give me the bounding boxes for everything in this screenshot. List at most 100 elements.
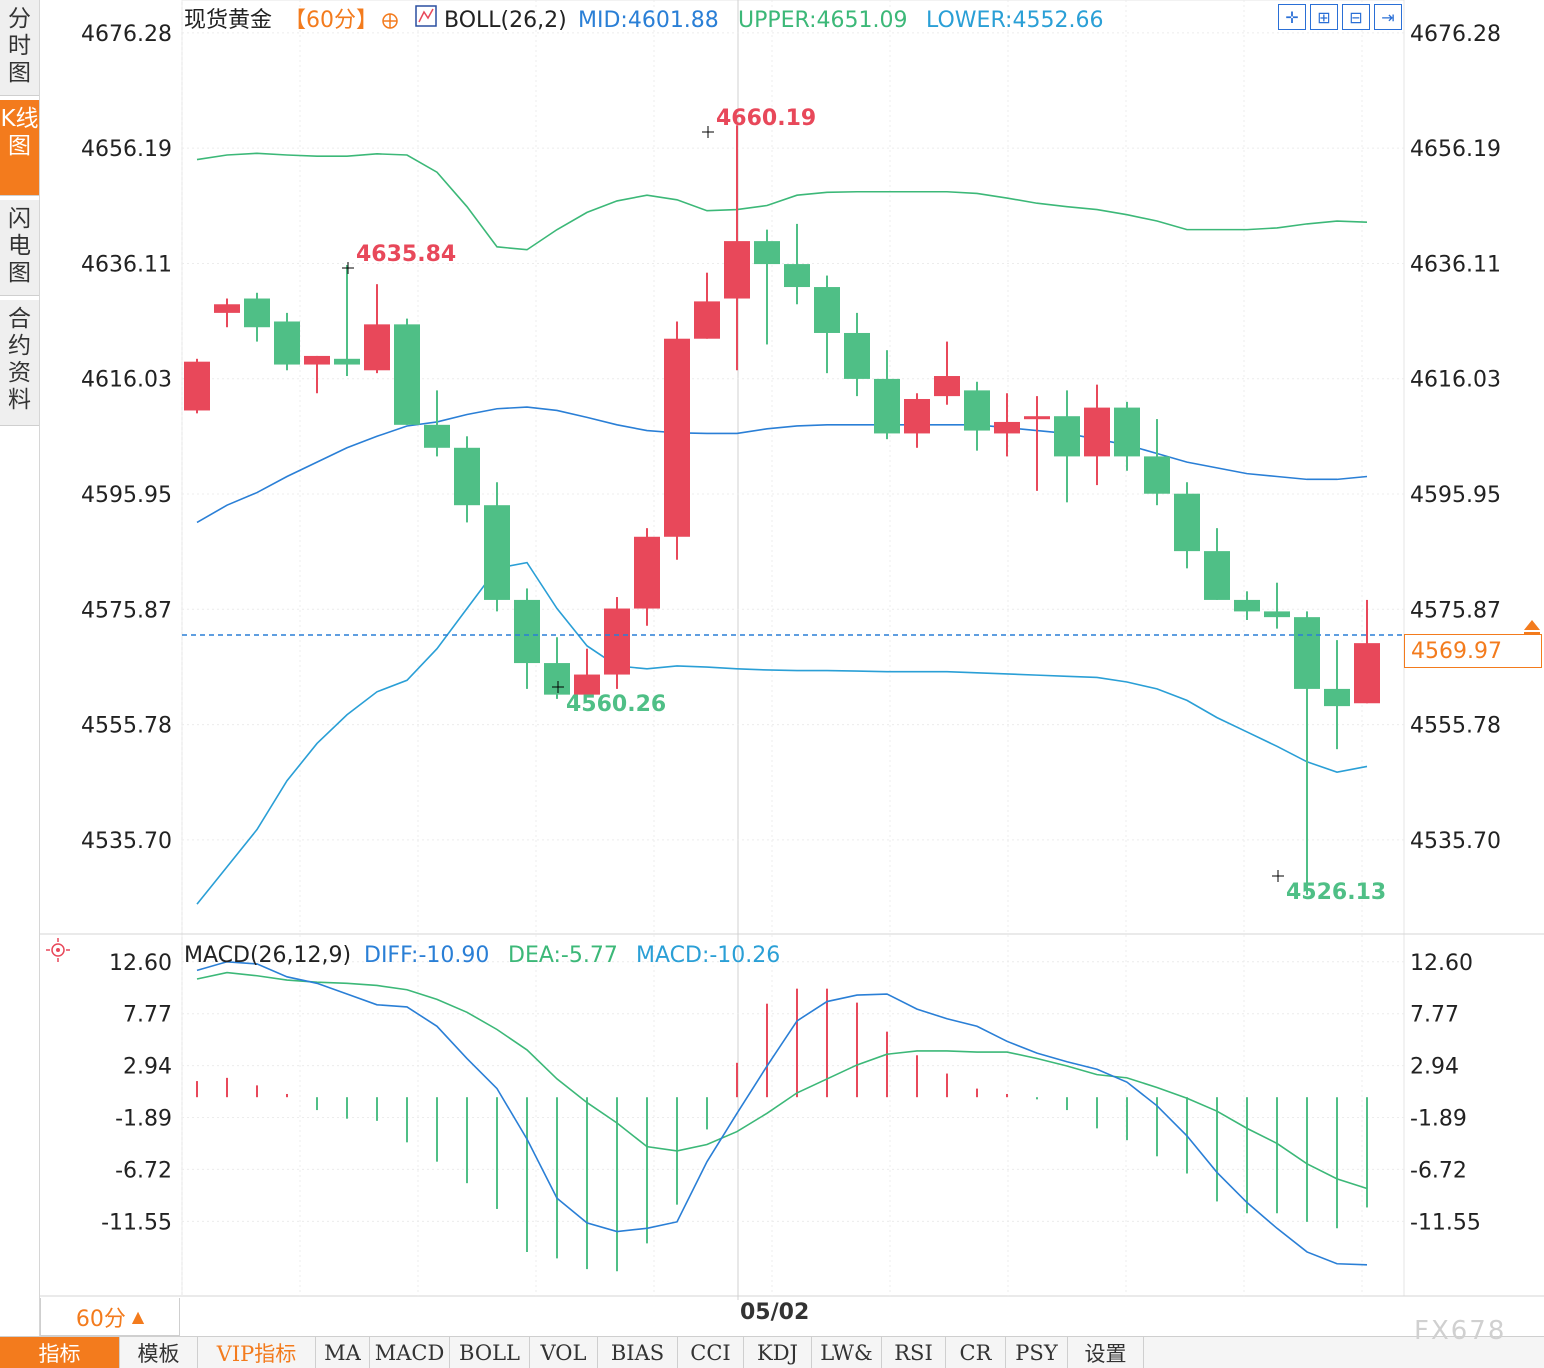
candle[interactable] <box>1324 640 1350 750</box>
indicator-chart-icon[interactable] <box>415 5 437 27</box>
candle[interactable] <box>964 381 990 451</box>
candle[interactable] <box>844 312 870 397</box>
candle[interactable] <box>394 318 420 425</box>
tab-cr[interactable]: CR <box>946 1337 1006 1368</box>
candle-body <box>1264 611 1290 618</box>
candle-body <box>1054 416 1080 457</box>
candle[interactable] <box>1054 390 1080 503</box>
price-tick-right: 4555.78 <box>1410 714 1501 739</box>
price-tick-right: 4676.28 <box>1410 22 1501 47</box>
candle[interactable] <box>1264 582 1290 629</box>
macd-tick-right: 7.77 <box>1410 1003 1459 1028</box>
indicator-tab-bar: 指标 模板 VIP指标 MA MACD BOLL VOL BIAS CCI KD… <box>0 1336 1544 1368</box>
tab-flash-chart[interactable]: 闪电图 <box>0 200 39 296</box>
candle-body <box>1204 551 1230 600</box>
candle-body <box>184 361 210 411</box>
macd-dea-value: DEA:-5.77 <box>508 943 618 968</box>
candle[interactable] <box>1144 419 1170 506</box>
macd-tick-left: -1.89 <box>115 1107 172 1132</box>
candle[interactable] <box>544 637 570 699</box>
candle[interactable] <box>1234 591 1260 621</box>
zoom-in-icon[interactable]: ⊞ <box>1310 4 1338 30</box>
period-selector[interactable]: 60分 ▲ <box>40 1298 180 1336</box>
candle-body <box>664 338 690 537</box>
candle[interactable] <box>334 264 360 377</box>
macd-tick-left: -6.72 <box>115 1158 172 1183</box>
low-label-2: 4526.13 <box>1286 880 1386 905</box>
candle[interactable] <box>484 482 510 612</box>
high-marker-2 <box>702 126 714 138</box>
tab-bias[interactable]: BIAS <box>598 1337 678 1368</box>
candle[interactable] <box>274 312 300 371</box>
low-marker-1 <box>552 681 564 693</box>
candle[interactable] <box>814 275 840 374</box>
candle[interactable] <box>784 223 810 305</box>
tab-settings[interactable]: 设置 <box>1068 1337 1144 1368</box>
tab-lw[interactable]: LW& <box>812 1337 882 1368</box>
tab-rsi[interactable]: RSI <box>882 1337 946 1368</box>
candle[interactable] <box>724 125 750 371</box>
candle[interactable] <box>904 393 930 448</box>
candle-body <box>724 241 750 299</box>
candle-body <box>1144 456 1170 494</box>
candle[interactable] <box>574 648 600 698</box>
tab-kdj[interactable]: KDJ <box>744 1337 812 1368</box>
tab-indicator[interactable]: 指标 <box>0 1337 120 1368</box>
tab-timeshare[interactable]: 分时图 <box>0 0 39 96</box>
candle[interactable] <box>454 436 480 523</box>
tab-template[interactable]: 模板 <box>120 1337 198 1368</box>
macd-value: MACD:-10.26 <box>636 943 780 968</box>
crosshair-icon[interactable]: ✛ <box>1278 4 1306 30</box>
tab-cci[interactable]: CCI <box>678 1337 744 1368</box>
add-icon[interactable] <box>382 13 398 29</box>
macd-settings-icon[interactable] <box>46 938 70 962</box>
tab-boll[interactable]: BOLL <box>450 1337 530 1368</box>
candle-body <box>1084 407 1110 457</box>
candle[interactable] <box>1024 396 1050 491</box>
candle[interactable] <box>1294 611 1320 895</box>
candle-body <box>844 332 870 379</box>
tab-ma[interactable]: MA <box>316 1337 370 1368</box>
tab-psy[interactable]: PSY <box>1006 1337 1068 1368</box>
candle-body <box>1294 617 1320 689</box>
boll-lower-line <box>196 561 1368 905</box>
candle[interactable] <box>304 355 330 394</box>
alert-arrow-icon[interactable] <box>1524 620 1540 634</box>
candle[interactable] <box>934 341 960 405</box>
macd-diff-value: DIFF:-10.90 <box>364 943 489 968</box>
candle[interactable] <box>634 528 660 626</box>
macd-tick-right: -1.89 <box>1410 1107 1467 1132</box>
candle[interactable] <box>514 588 540 689</box>
scroll-end-icon[interactable]: ⇥ <box>1374 4 1402 30</box>
candle-body <box>994 421 1020 434</box>
candle[interactable] <box>1354 599 1380 704</box>
zoom-out-icon[interactable]: ⊟ <box>1342 4 1370 30</box>
price-tick-right: 4656.19 <box>1410 137 1501 162</box>
candle[interactable] <box>214 298 240 328</box>
tab-vip-indicator[interactable]: VIP指标 <box>198 1337 316 1368</box>
tab-macd[interactable]: MACD <box>370 1337 450 1368</box>
boll-upper-value: UPPER:4651.09 <box>738 8 908 33</box>
tab-vol[interactable]: VOL <box>530 1337 598 1368</box>
low-label-1: 4560.26 <box>566 692 666 717</box>
candle[interactable] <box>1084 384 1110 486</box>
chart-area[interactable]: 4676.28 4676.28 4656.19 4656.19 4636.11 4636.… <box>0 0 1544 1336</box>
candle[interactable] <box>874 350 900 440</box>
candle[interactable] <box>754 229 780 345</box>
candle[interactable] <box>994 393 1020 457</box>
tab-contract-info[interactable]: 合约资料 <box>0 300 39 426</box>
candle[interactable] <box>694 272 720 339</box>
candle[interactable] <box>1174 482 1200 569</box>
candle[interactable] <box>184 358 210 414</box>
period-tag[interactable]: 【60分】 <box>284 8 378 33</box>
candle-body <box>544 663 570 695</box>
tab-kline[interactable]: K线图 <box>0 100 39 196</box>
candle[interactable] <box>1204 528 1230 600</box>
candle[interactable] <box>664 321 690 560</box>
candle[interactable] <box>1114 401 1140 471</box>
candle[interactable] <box>364 284 390 374</box>
candle[interactable] <box>244 292 270 342</box>
candle[interactable] <box>424 390 450 457</box>
macd-tick-left: 12.60 <box>109 951 172 976</box>
candle[interactable] <box>604 597 630 689</box>
